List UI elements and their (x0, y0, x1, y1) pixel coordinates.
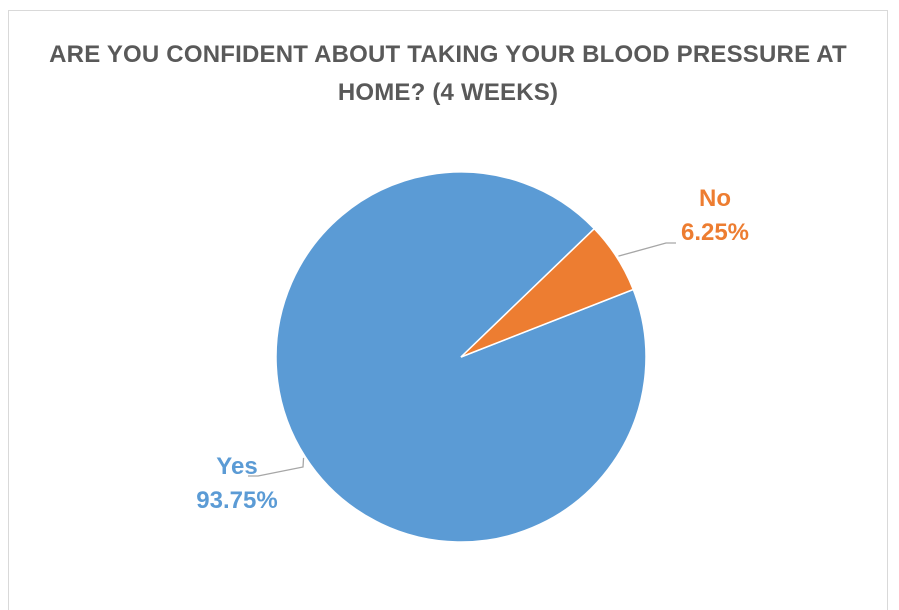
pie-slice-no (460, 227, 635, 358)
data-label-no-value: 6.25% (680, 219, 750, 246)
data-label-yes-value: 93.75% (196, 487, 278, 514)
leader-lines (248, 242, 676, 477)
data-label-yes-category: Yes (216, 453, 258, 480)
pie-slices (275, 171, 647, 543)
pie-chart (248, 171, 676, 543)
leader-line-no (618, 242, 676, 257)
chart-title: ARE YOU CONFIDENT ABOUT TAKING YOUR BLOO… (49, 41, 847, 106)
data-label-yes: Yes 93.75% (182, 450, 292, 518)
data-label-no: No 6.25% (665, 182, 765, 250)
leader-line-yes (248, 457, 305, 477)
data-label-no-category: No (699, 185, 731, 212)
